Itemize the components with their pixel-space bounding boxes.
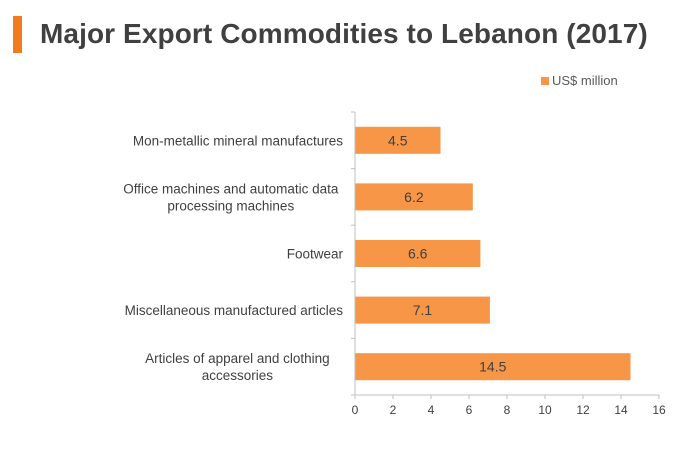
- legend-label: US$ million: [552, 73, 618, 88]
- category-label: Footwear: [287, 247, 344, 262]
- x-tick-label: 2: [390, 403, 397, 417]
- category-label: Office machines and automatic data proces…: [123, 181, 339, 213]
- data-label: 6.2: [404, 189, 424, 205]
- category-label-line: Office machines and automatic data: [123, 181, 339, 196]
- bar: [355, 183, 473, 211]
- data-label: 6.6: [408, 246, 428, 262]
- category-label: Miscellaneous manufactured articles: [125, 303, 344, 318]
- bar: [355, 240, 481, 267]
- x-tick-label: 14: [614, 403, 628, 417]
- bar: [355, 353, 631, 381]
- bar: [355, 296, 490, 324]
- category-label: Mon-metallic mineral manufactures: [133, 133, 343, 148]
- x-tick-label: 0: [352, 403, 359, 417]
- category-label-line: processing machines: [167, 198, 294, 213]
- chart-title: Major Export Commodities to Lebanon (201…: [40, 18, 648, 49]
- x-tick-label: 10: [538, 403, 552, 417]
- legend-swatch: [541, 76, 549, 85]
- data-label: 14.5: [479, 359, 506, 375]
- legend: US$ million: [541, 73, 618, 88]
- x-tick-label: 16: [652, 403, 666, 417]
- category-label-line: accessories: [202, 368, 274, 383]
- data-label: 4.5: [388, 132, 408, 148]
- x-tick-label: 6: [466, 403, 473, 417]
- x-tick-label: 8: [504, 403, 511, 417]
- category-label-line: Articles of apparel and clothing: [145, 351, 330, 366]
- title-accent-bar: [13, 16, 22, 53]
- category-label: Articles of apparel and clothing accessor…: [145, 351, 330, 383]
- bar: [355, 126, 441, 154]
- x-tick-label: 4: [428, 403, 435, 417]
- x-tick-label: 12: [576, 403, 590, 417]
- data-label: 7.1: [413, 302, 433, 318]
